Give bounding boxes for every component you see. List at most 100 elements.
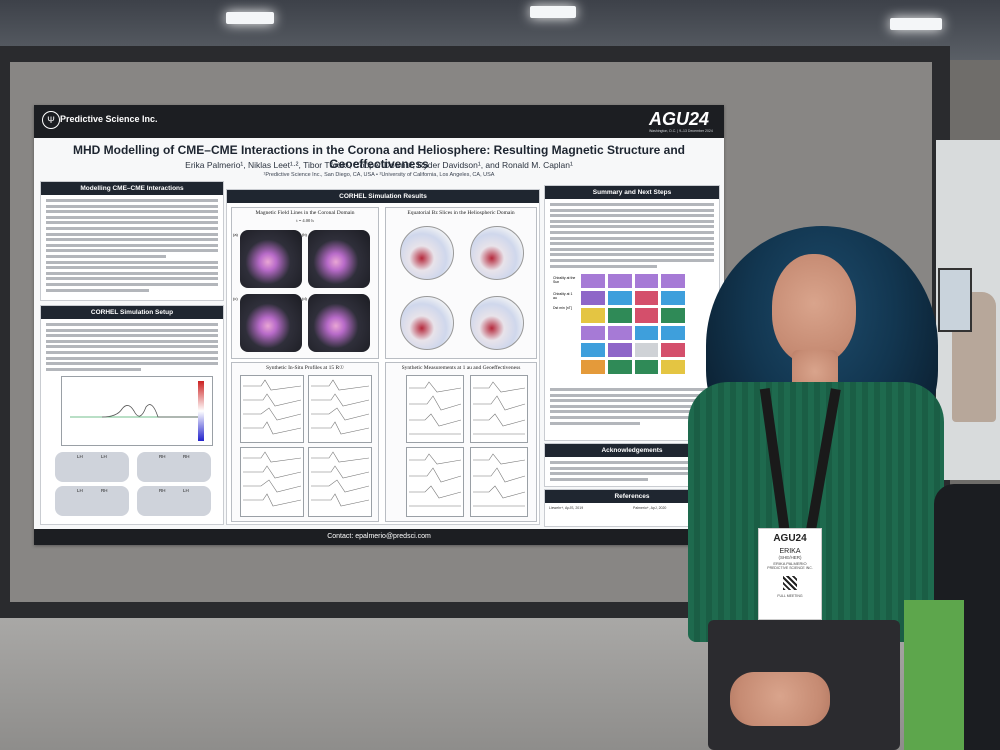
configuration-image	[55, 486, 129, 516]
section-text	[550, 388, 714, 427]
conference-subtitle: Washington, D.C. | 9–13 December 2024	[649, 129, 713, 133]
badge-type: FULL MEETING	[777, 594, 803, 598]
ceiling-light	[890, 18, 942, 30]
background-display	[938, 268, 972, 332]
measurement-plot	[406, 375, 464, 443]
panel-letter: (a)	[233, 232, 238, 237]
field-lines-image	[240, 230, 302, 288]
matrix-cell	[634, 291, 659, 306]
panel-title: Magnetic Field Lines in the Coronal Doma…	[255, 210, 355, 216]
matrix-cell	[661, 325, 685, 340]
matrix-cells	[581, 274, 685, 374]
matrix-cell	[634, 325, 659, 340]
matrix-cell	[581, 359, 605, 374]
ceiling-light	[226, 12, 274, 24]
insitu-plot	[240, 447, 304, 517]
organization-name: Predictive Science Inc.	[60, 114, 158, 124]
conference-logo: AGU24	[649, 109, 710, 129]
section-title: Acknowledgements	[545, 444, 719, 457]
bz-slice-image	[470, 296, 524, 350]
insitu-plot	[308, 375, 372, 443]
matrix-cell	[607, 308, 632, 323]
section-title: Modelling CME–CME Interactions	[41, 182, 223, 195]
panel-time: t = 4.00 h	[296, 218, 314, 223]
reference-item: Palmerio+, ApJ, 2020	[633, 506, 667, 510]
section-title: CORHEL Simulation Results	[227, 190, 539, 203]
green-sign	[904, 600, 964, 750]
panel-letter: (c)	[233, 296, 238, 301]
matrix-cell	[607, 274, 632, 289]
configuration-label: LH	[77, 488, 83, 493]
bz-slice-image	[470, 226, 524, 280]
configuration-image	[137, 486, 211, 516]
matrix-cell	[607, 359, 632, 374]
matrix-cell	[661, 274, 685, 289]
badge-event: AGU24	[773, 533, 807, 544]
badge-org: PREDICTIVE SCIENCE INC.	[767, 566, 813, 570]
configuration-image	[137, 452, 211, 482]
panel-title: Equatorial Bz Slices in the Heliospheric…	[407, 210, 515, 216]
matrix-cell	[634, 359, 659, 374]
section-title: CORHEL Simulation Setup	[41, 306, 223, 319]
field-lines-panel: Magnetic Field Lines in the Coronal Doma…	[231, 207, 379, 359]
matrix-cell	[607, 342, 632, 357]
insitu-profiles-panel: Synthetic In-Situ Profiles at 15 R☉	[231, 362, 379, 522]
presenter-face	[772, 254, 856, 364]
matrix-cell	[607, 325, 632, 340]
matrix-cell	[661, 359, 685, 374]
configuration-label: LH	[101, 454, 107, 459]
field-lines-image	[308, 230, 370, 288]
section-summary: Summary and Next Steps Chirality at the …	[544, 185, 720, 441]
chirality-matrix: Chirality at the Sun Chirality at 1 au D…	[553, 274, 711, 380]
matrix-cell	[607, 291, 632, 306]
poster-header	[34, 105, 724, 138]
badge-qr-code	[783, 576, 797, 590]
configuration-label: RH	[101, 488, 108, 493]
section-text	[550, 203, 714, 268]
ceiling-light	[530, 6, 576, 18]
poster-affiliations: ¹Predictive Science Inc., San Diego, CA,…	[263, 172, 495, 178]
matrix-cell	[581, 291, 605, 306]
poster-title: MHD Modelling of CME–CME Interactions in…	[72, 143, 686, 171]
matrix-cell	[634, 342, 659, 357]
section-text	[550, 461, 714, 481]
matrix-cell	[661, 308, 685, 323]
measurement-plot	[470, 375, 528, 443]
configuration-label: RH	[183, 454, 190, 459]
matrix-cell	[634, 308, 659, 323]
matrix-cell	[581, 274, 605, 289]
setup-configurations: LH LH RH RH LH RH RH LH	[55, 452, 215, 520]
organization-logo-icon: Ψ	[42, 111, 60, 129]
field-lines-image	[308, 294, 370, 352]
matrix-cell	[661, 342, 685, 357]
measurements-panel: Synthetic Measurements at 1 au and Geoef…	[385, 362, 537, 522]
section-title: Summary and Next Steps	[545, 186, 719, 199]
section-setup: CORHEL Simulation Setup LH LH RH RH LH R…	[40, 305, 224, 525]
insitu-plot	[308, 447, 372, 517]
poster: Ψ Predictive Science Inc. AGU24 Washingt…	[34, 105, 724, 545]
configuration-label: LH	[77, 454, 83, 459]
bz-slice-image	[400, 226, 454, 280]
bz-slices-panel: Equatorial Bz Slices in the Heliospheric…	[385, 207, 537, 359]
magnetogram-plot	[61, 376, 213, 446]
configuration-label: RH	[159, 454, 166, 459]
name-badge: AGU24 ERIKA (SHE/HER) ERIKA PALMERIO PRE…	[758, 528, 822, 620]
poster-authors: Erika Palmerio¹, Niklas Leet¹·², Tibor T…	[185, 160, 573, 170]
section-text	[46, 323, 218, 371]
matrix-cell	[581, 342, 605, 357]
matrix-cell	[581, 308, 605, 323]
panel-letter: (b)	[302, 232, 307, 237]
insitu-plot	[240, 375, 304, 443]
badge-name: ERIKA	[779, 548, 801, 555]
matrix-cell	[634, 274, 659, 289]
bz-slice-image	[400, 296, 454, 350]
configuration-label: LH	[183, 488, 189, 493]
section-modelling: Modelling CME–CME Interactions	[40, 181, 224, 301]
section-results: CORHEL Simulation Results Magnetic Field…	[226, 189, 540, 525]
matrix-cell	[581, 325, 605, 340]
measurement-plot	[470, 447, 528, 517]
panel-title: Synthetic In-Situ Profiles at 15 R☉	[265, 365, 345, 371]
matrix-row-label: Chirality at 1 au	[553, 292, 573, 300]
configuration-image	[55, 452, 129, 482]
panel-title: Synthetic Measurements at 1 au and Geoef…	[401, 365, 521, 371]
